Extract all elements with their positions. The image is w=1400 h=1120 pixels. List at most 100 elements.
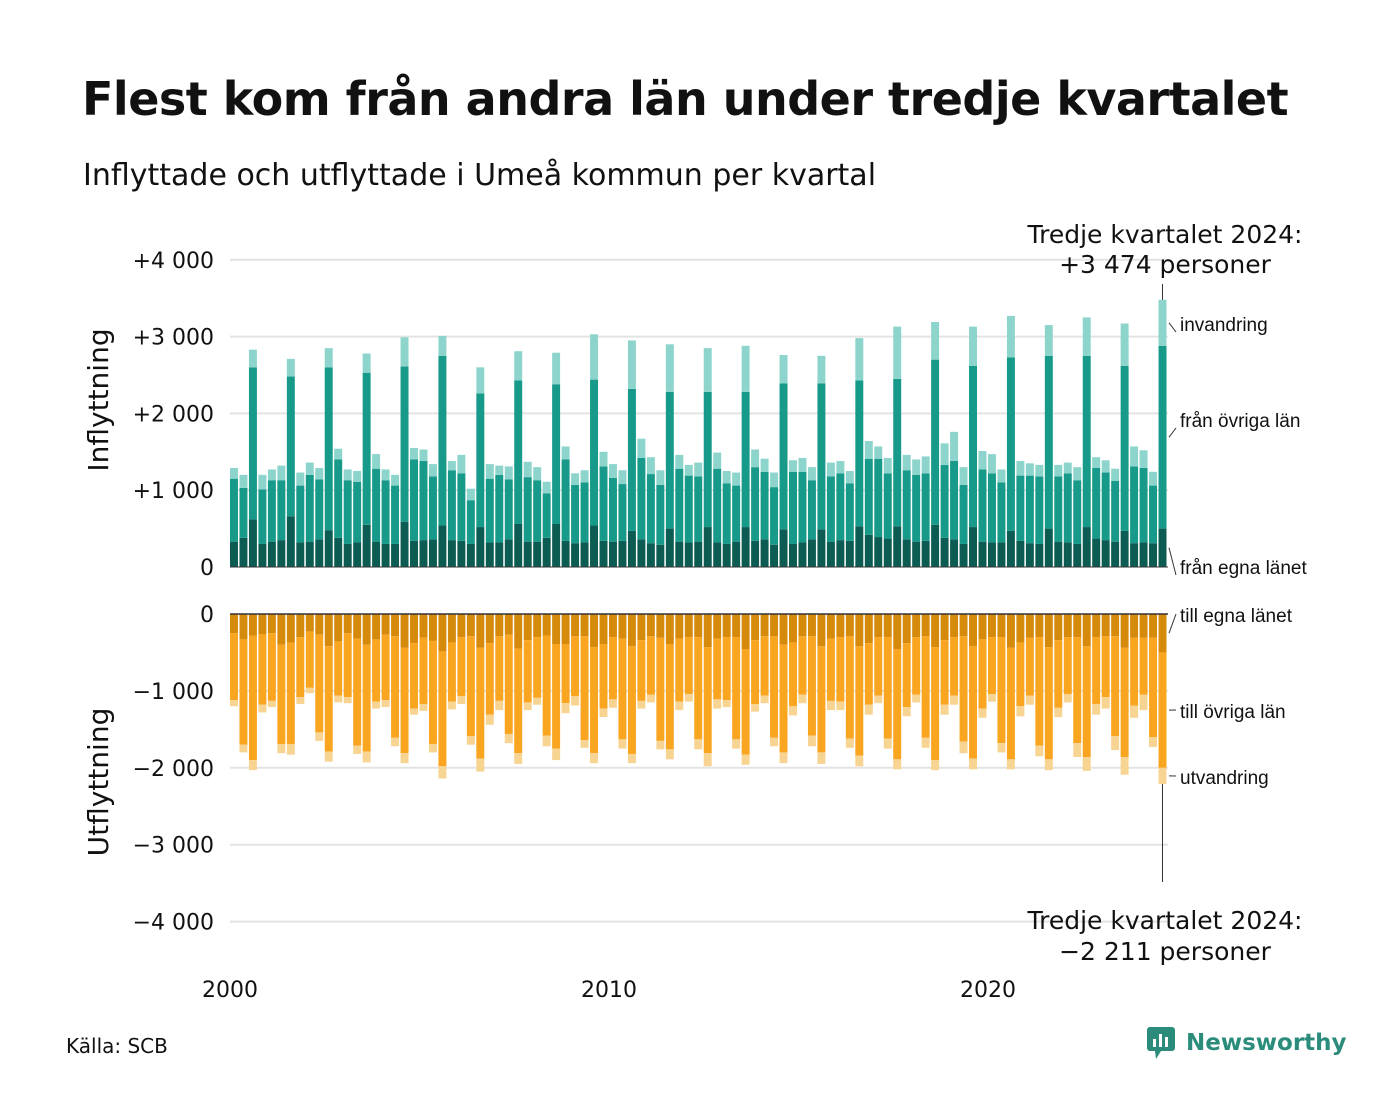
bar-out-0	[590, 614, 599, 648]
bar-in-2	[845, 471, 854, 484]
bar-out-2	[864, 704, 873, 715]
bar-out-0	[608, 614, 617, 638]
bar-out-0	[1149, 614, 1158, 638]
bar-out-0	[807, 614, 816, 637]
bar-in-0	[523, 541, 532, 567]
bar-in-1	[807, 480, 816, 540]
bar-in-1	[760, 471, 769, 540]
bar-out-2	[874, 695, 883, 704]
bar-out-0	[230, 614, 238, 634]
bar-in-2	[599, 451, 608, 467]
bar-out-1	[324, 646, 333, 752]
bar-in-0	[514, 523, 523, 567]
bar-out-0	[428, 614, 437, 641]
bar-in-1	[855, 380, 864, 527]
bar-out-0	[504, 614, 513, 635]
bar-in-1	[931, 359, 940, 525]
bar-in-0	[618, 540, 627, 567]
bar-in-2	[580, 470, 589, 483]
bar-out-2	[798, 694, 807, 704]
bar-in-2	[267, 469, 276, 481]
bar-in-1	[684, 475, 693, 543]
bar-out-2	[343, 697, 352, 704]
bar-out-0	[997, 614, 1006, 638]
bar-in-1	[296, 485, 305, 543]
bar-out-0	[248, 614, 257, 636]
bar-in-0	[656, 544, 665, 567]
bar-out-2	[391, 737, 400, 747]
bar-out-2	[637, 700, 646, 709]
bar-in-1	[921, 473, 930, 541]
bar-in-2	[675, 454, 684, 469]
bar-in-2	[912, 459, 921, 475]
bar-out-1	[713, 638, 722, 700]
bar-in-2	[1006, 315, 1015, 358]
bar-in-0	[950, 539, 959, 567]
bar-out-2	[618, 739, 627, 749]
bar-out-2	[372, 701, 381, 709]
bar-in-1	[665, 391, 674, 529]
bar-out-2	[1073, 743, 1082, 758]
bar-in-0	[741, 527, 750, 567]
bar-out-1	[267, 633, 276, 701]
bar-out-0	[447, 614, 456, 643]
bar-out-2	[978, 708, 987, 718]
bar-out-0	[1073, 614, 1082, 638]
bar-in-2	[1111, 468, 1120, 481]
bar-out-0	[343, 614, 352, 634]
bar-out-0	[703, 614, 712, 648]
bar-out-1	[969, 646, 977, 759]
bar-out-2	[466, 736, 475, 745]
bar-in-2	[1025, 463, 1034, 476]
bar-in-2	[230, 467, 238, 479]
bar-out-0	[826, 614, 835, 639]
bar-in-0	[239, 537, 248, 567]
y-tick-label: +3 000	[133, 326, 214, 351]
bar-out-0	[902, 614, 911, 644]
bar-in-0	[1063, 542, 1072, 567]
bar-out-1	[1111, 636, 1120, 737]
bar-in-1	[466, 500, 475, 544]
bar-in-2	[931, 322, 940, 360]
bar-out-0	[987, 614, 996, 638]
bar-in-0	[296, 542, 305, 567]
bar-out-2	[542, 735, 551, 747]
bar-in-0	[277, 540, 286, 567]
bar-in-2	[1063, 462, 1072, 474]
bar-out-2	[703, 753, 712, 767]
bar-in-2	[874, 446, 883, 459]
bar-out-0	[476, 614, 485, 648]
bar-in-2	[940, 443, 949, 465]
bar-in-0	[959, 543, 968, 567]
bar-in-1	[969, 365, 977, 528]
bar-in-2	[1073, 467, 1082, 481]
bar-in-2	[646, 457, 655, 475]
bar-in-2	[779, 355, 788, 384]
bar-out-2	[656, 740, 665, 750]
bar-out-1	[902, 643, 911, 708]
bar-in-2	[561, 446, 570, 460]
chart-subtitle: Inflyttade och utflyttade i Umeå kommun …	[83, 158, 877, 193]
bar-in-1	[504, 479, 513, 540]
bar-out-0	[836, 614, 845, 638]
bar-out-1	[864, 643, 873, 705]
series-label-in: från övriga län	[1180, 411, 1300, 432]
bar-in-1	[1073, 480, 1082, 544]
bar-in-0	[1044, 528, 1053, 567]
bar-out-2	[495, 700, 504, 711]
bar-in-2	[902, 454, 911, 471]
bar-in-2	[656, 470, 665, 485]
bar-in-0	[779, 529, 788, 567]
bar-in-2	[466, 488, 475, 501]
bar-in-2	[457, 454, 466, 474]
bar-out-2	[836, 701, 845, 711]
bar-out-0	[770, 614, 779, 637]
bar-out-2	[286, 743, 295, 755]
bar-in-1	[779, 383, 788, 530]
bar-in-0	[248, 519, 257, 567]
bar-in-2	[1035, 464, 1044, 477]
bar-out-0	[940, 614, 949, 641]
bar-out-1	[1063, 637, 1072, 694]
bar-in-1	[599, 466, 608, 541]
bar-in-2	[1149, 471, 1158, 486]
